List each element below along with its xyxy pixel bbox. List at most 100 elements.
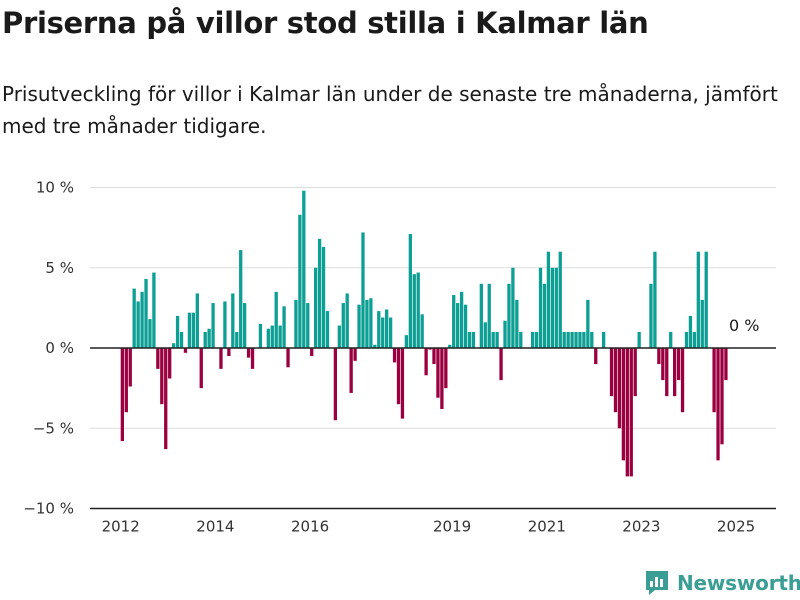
bar — [412, 274, 416, 348]
bar — [491, 331, 495, 348]
bar — [688, 315, 693, 348]
bar — [175, 315, 180, 348]
bar — [369, 298, 373, 349]
bar — [507, 283, 511, 348]
bar — [471, 331, 476, 348]
x-tick-label: 2016 — [291, 518, 329, 536]
bar — [696, 251, 700, 348]
y-tick-label: 0 % — [45, 339, 74, 357]
bar — [235, 331, 239, 348]
bar — [530, 331, 535, 348]
bar — [223, 301, 227, 348]
bar — [566, 331, 570, 348]
y-axis-labels: 10 % 5 % 0 % −5 % −10 % — [23, 179, 74, 518]
bar — [282, 306, 286, 348]
chart-title: Priserna på villor stod stilla i Kalmar … — [2, 6, 649, 40]
bar — [503, 320, 507, 348]
bar — [140, 291, 144, 348]
bar — [270, 325, 274, 348]
bar — [179, 331, 184, 348]
bar — [258, 323, 263, 349]
bar — [187, 312, 192, 348]
bar — [381, 317, 385, 348]
bar — [132, 288, 136, 349]
y-tick-label: −10 % — [23, 500, 74, 518]
bar — [424, 348, 428, 376]
bar — [601, 331, 606, 348]
bar — [164, 348, 168, 450]
bar — [463, 304, 468, 348]
bar — [661, 348, 665, 381]
bar — [519, 331, 523, 348]
bar — [700, 299, 704, 348]
x-tick-label: 2023 — [622, 518, 660, 536]
bar — [495, 331, 499, 348]
bar — [203, 331, 207, 348]
bar — [633, 348, 637, 397]
bar — [546, 251, 551, 348]
bar — [160, 348, 164, 405]
bar — [243, 303, 247, 348]
bar — [676, 348, 681, 381]
bar — [586, 299, 590, 348]
bar — [649, 283, 653, 348]
bar — [538, 267, 543, 348]
bar — [554, 267, 558, 348]
bar — [550, 267, 555, 348]
bar — [574, 331, 578, 348]
x-tick-label: 2021 — [528, 518, 566, 536]
bar — [684, 331, 689, 348]
bar — [444, 348, 448, 389]
bar — [361, 232, 365, 348]
bar — [191, 312, 196, 348]
bar — [673, 348, 677, 397]
bar — [625, 348, 629, 477]
bar — [373, 344, 377, 348]
bar — [274, 291, 278, 348]
bar — [392, 348, 397, 363]
bar — [171, 343, 176, 349]
bar — [152, 272, 156, 348]
chart-subtitle: Prisutveckling för villor i Kalmar län u… — [2, 82, 778, 138]
bar — [314, 267, 318, 348]
bar — [428, 348, 432, 350]
bar — [582, 331, 586, 348]
bar — [487, 283, 491, 348]
bar — [250, 348, 255, 369]
bar — [144, 278, 148, 349]
bar — [377, 311, 381, 348]
bar — [720, 348, 724, 445]
bar — [712, 348, 716, 413]
bar — [298, 214, 302, 348]
bar — [325, 311, 330, 348]
bar — [432, 348, 436, 365]
x-axis-labels: 2012 2014 2016 2019 2021 2023 2025 — [102, 518, 756, 536]
bar — [357, 304, 361, 348]
bar — [337, 325, 341, 348]
bar — [120, 348, 124, 442]
bar — [199, 348, 203, 389]
newsworthy-logo[interactable]: Newsworthy — [644, 569, 800, 597]
bar — [400, 348, 405, 419]
bar — [609, 348, 614, 397]
bar — [136, 301, 140, 348]
bar — [653, 251, 657, 348]
bar — [302, 190, 306, 348]
bar — [207, 328, 211, 348]
bar — [483, 322, 487, 348]
bar — [515, 299, 519, 348]
bar — [448, 344, 452, 348]
bar — [617, 348, 622, 429]
bar — [704, 251, 708, 348]
bar — [148, 319, 152, 348]
bar — [669, 331, 673, 348]
bar — [452, 295, 456, 348]
bar — [562, 331, 566, 348]
bar — [511, 267, 515, 348]
bar — [629, 348, 633, 477]
bar — [294, 299, 298, 348]
bar — [590, 331, 594, 348]
bar — [388, 317, 393, 348]
x-tick-label: 2025 — [717, 518, 755, 536]
